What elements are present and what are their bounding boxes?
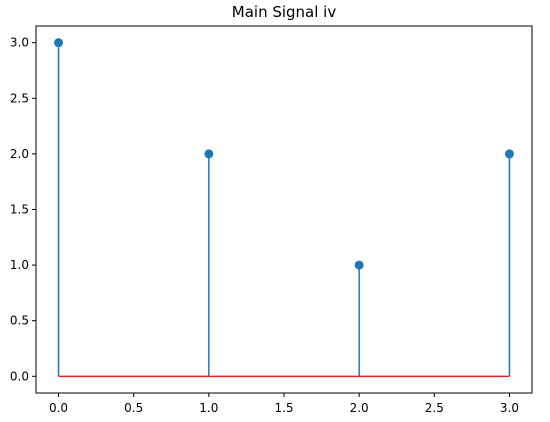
y-tick-label: 1.5 [10, 203, 29, 217]
x-tick-label: 2.0 [350, 401, 369, 415]
x-axis: 0.0 0.5 1.0 1.5 2.0 2.5 3.0 [49, 393, 519, 415]
y-tick-label: 3.0 [10, 36, 29, 50]
stem-marker [354, 260, 364, 270]
y-tick-label: 2.5 [10, 91, 29, 105]
stem-marker [54, 38, 64, 48]
y-tick-label: 2.0 [10, 147, 29, 161]
axes-frame [35, 25, 533, 394]
x-tick-label: 1.5 [274, 401, 293, 415]
y-axis: 0.0 0.5 1.0 1.5 2.0 2.5 3.0 [10, 36, 36, 383]
x-tick-label: 1.0 [199, 401, 218, 415]
y-tick-label: 0.0 [10, 369, 29, 383]
x-tick-label: 0.5 [124, 401, 143, 415]
y-tick-label: 0.5 [10, 314, 29, 328]
stem-marker [504, 149, 514, 159]
x-tick-label: 0.0 [49, 401, 68, 415]
y-tick-label: 1.0 [10, 258, 29, 272]
chart-title: Main Signal iv [232, 3, 337, 21]
x-tick-label: 3.0 [500, 401, 519, 415]
stem-marker [204, 149, 214, 159]
x-tick-label: 2.5 [425, 401, 444, 415]
plot-area [54, 38, 514, 378]
